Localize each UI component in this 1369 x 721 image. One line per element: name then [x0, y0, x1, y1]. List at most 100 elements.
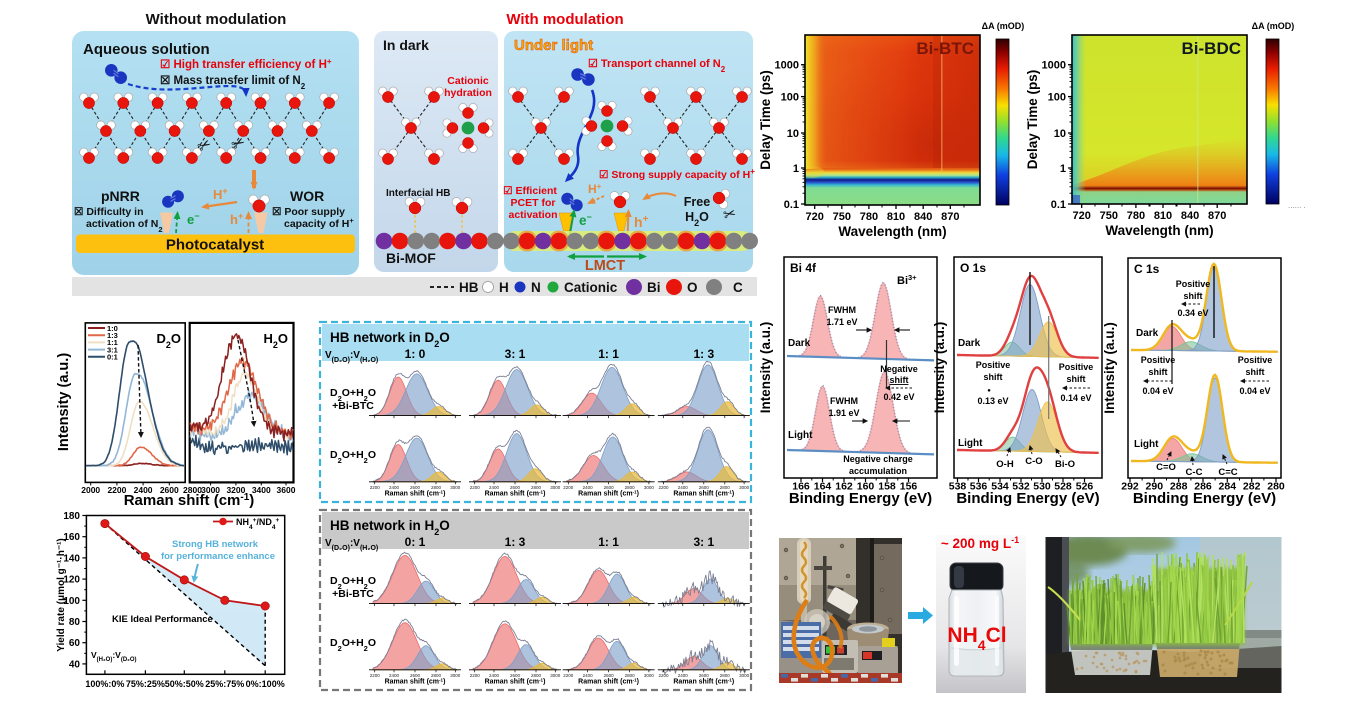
svg-text:3600: 3600: [277, 485, 296, 495]
svg-text:1: 0: 1: 0: [405, 347, 426, 361]
svg-text:Negative charge: Negative charge: [843, 454, 913, 464]
svg-text:Cationic: Cationic: [564, 280, 618, 295]
svg-text:1000: 1000: [1042, 60, 1066, 72]
svg-text:2600: 2600: [410, 673, 421, 678]
svg-text:2800: 2800: [431, 485, 442, 490]
svg-text:Intensity (a.u.): Intensity (a.u.): [56, 353, 72, 451]
svg-text:538: 538: [949, 481, 967, 493]
svg-text:280: 280: [1267, 481, 1285, 493]
svg-text:...... .: ...... .: [1288, 201, 1306, 210]
svg-text:FWHM: FWHM: [830, 396, 858, 406]
svg-text:3000: 3000: [739, 673, 750, 678]
svg-text:2800: 2800: [183, 485, 202, 495]
svg-text:1:0: 1:0: [107, 324, 118, 333]
svg-text:870: 870: [1208, 210, 1226, 222]
svg-text:Bi-BDC: Bi-BDC: [1182, 39, 1242, 58]
svg-text:capacity of H+: capacity of H+: [284, 216, 354, 231]
svg-text:0.04 eV: 0.04 eV: [1239, 386, 1270, 396]
svg-text:164: 164: [814, 481, 832, 493]
svg-text:Cationic: Cationic: [447, 75, 489, 87]
svg-text:H: H: [499, 280, 509, 295]
svg-text:120: 120: [63, 575, 80, 586]
svg-text:840: 840: [914, 211, 932, 223]
svg-text:1: 1: [1060, 163, 1066, 175]
svg-text:2800: 2800: [625, 485, 636, 490]
svg-text:40: 40: [69, 659, 81, 670]
svg-text:288: 288: [1170, 481, 1188, 493]
svg-text:shift: shift: [1184, 291, 1203, 301]
svg-text:3400: 3400: [252, 485, 271, 495]
svg-text:☒ Mass transfer limit of N2: ☒ Mass transfer limit of N2: [160, 75, 306, 91]
svg-text:Under light: Under light: [514, 37, 593, 54]
svg-text:166: 166: [792, 481, 810, 493]
svg-text:180: 180: [63, 511, 80, 522]
svg-text:Light: Light: [1134, 439, 1159, 450]
svg-text:shift: shift: [1149, 367, 1168, 377]
svg-text:2200: 2200: [658, 485, 669, 490]
svg-text:3000: 3000: [450, 485, 461, 490]
svg-text:With modulation: With modulation: [506, 11, 623, 28]
svg-text:Binding Energy (eV): Binding Energy (eV): [789, 490, 932, 507]
svg-text:O: O: [687, 280, 698, 295]
svg-text:☒ Poor supply: ☒ Poor supply: [272, 206, 345, 218]
svg-text:526: 526: [1076, 481, 1094, 493]
svg-text:Raman shift (cm-1): Raman shift (cm-1): [124, 492, 255, 510]
svg-text:1000: 1000: [775, 60, 799, 72]
svg-text:activation of N2: activation of N2: [86, 218, 163, 234]
svg-text:2400: 2400: [389, 673, 400, 678]
svg-text:Negative: Negative: [880, 364, 918, 374]
svg-text:C=O: C=O: [1156, 462, 1176, 473]
svg-text:534: 534: [991, 481, 1009, 493]
svg-text:3200: 3200: [226, 485, 245, 495]
svg-text:720: 720: [1073, 210, 1091, 222]
svg-text:H2O: H2O: [263, 331, 288, 350]
svg-text:3000: 3000: [550, 673, 561, 678]
svg-text:Interfacial HB: Interfacial HB: [386, 188, 450, 199]
svg-text:☑ Strong supply capacity of H+: ☑ Strong supply capacity of H+: [599, 167, 755, 182]
svg-text:10: 10: [787, 128, 799, 140]
svg-text:☑ Transport channel of N2: ☑ Transport channel of N2: [588, 58, 726, 74]
svg-text:2200: 2200: [470, 673, 481, 678]
svg-text:2200: 2200: [107, 485, 126, 495]
svg-text:3000: 3000: [550, 485, 561, 490]
svg-text:shift: shift: [890, 375, 909, 385]
svg-text:Light: Light: [788, 430, 813, 441]
svg-text:Bi-MOF: Bi-MOF: [386, 250, 436, 266]
svg-text:Raman shift (cm-1): Raman shift (cm-1): [485, 677, 546, 686]
svg-text:3000: 3000: [644, 673, 655, 678]
svg-text:Bi: Bi: [647, 280, 661, 295]
svg-text:+Bi-BTC: +Bi-BTC: [332, 588, 374, 600]
svg-text:Bi 4f: Bi 4f: [790, 261, 817, 275]
svg-text:80: 80: [69, 617, 81, 628]
svg-text:pNRR: pNRR: [101, 188, 140, 204]
svg-text:activation: activation: [508, 209, 557, 221]
svg-text:2800: 2800: [720, 485, 731, 490]
svg-text:3000: 3000: [644, 485, 655, 490]
svg-text:Binding Energy (eV): Binding Energy (eV): [956, 490, 1099, 507]
svg-text:O-H: O-H: [996, 459, 1014, 470]
svg-text:HB network in H2O: HB network in H2O: [330, 518, 450, 537]
svg-text:100: 100: [1048, 92, 1066, 104]
svg-text:●: ●: [987, 388, 991, 394]
svg-text:Bi-O: Bi-O: [1055, 459, 1075, 470]
svg-text:Dark: Dark: [1136, 328, 1159, 339]
svg-text:100%:0%: 100%:0%: [85, 679, 124, 689]
svg-text:1: 1: 1: 1: [598, 535, 619, 549]
svg-text:NH4+/ND4+: NH4+/ND4+: [236, 517, 280, 531]
svg-text:162: 162: [835, 481, 853, 493]
svg-text:Positive: Positive: [1238, 355, 1273, 365]
svg-text:25%:75%: 25%:75%: [205, 679, 244, 689]
svg-text:C-O: C-O: [1025, 456, 1042, 467]
svg-text:2600: 2600: [604, 485, 615, 490]
svg-text:Raman shift (cm-1): Raman shift (cm-1): [578, 677, 639, 686]
svg-text:Light: Light: [958, 438, 983, 449]
svg-text:Yield rate (μmol g⁻¹·h⁻¹): Yield rate (μmol g⁻¹·h⁻¹): [56, 538, 67, 652]
svg-text:Wavelength (nm): Wavelength (nm): [1105, 223, 1213, 238]
svg-text:840: 840: [1181, 210, 1199, 222]
svg-text:3000: 3000: [201, 485, 220, 495]
svg-text:1: 1: [793, 163, 799, 175]
svg-text:1: 1: 1: 1: [598, 347, 619, 361]
svg-text:2200: 2200: [470, 485, 481, 490]
svg-text:870: 870: [941, 211, 959, 223]
svg-text:2600: 2600: [410, 485, 421, 490]
